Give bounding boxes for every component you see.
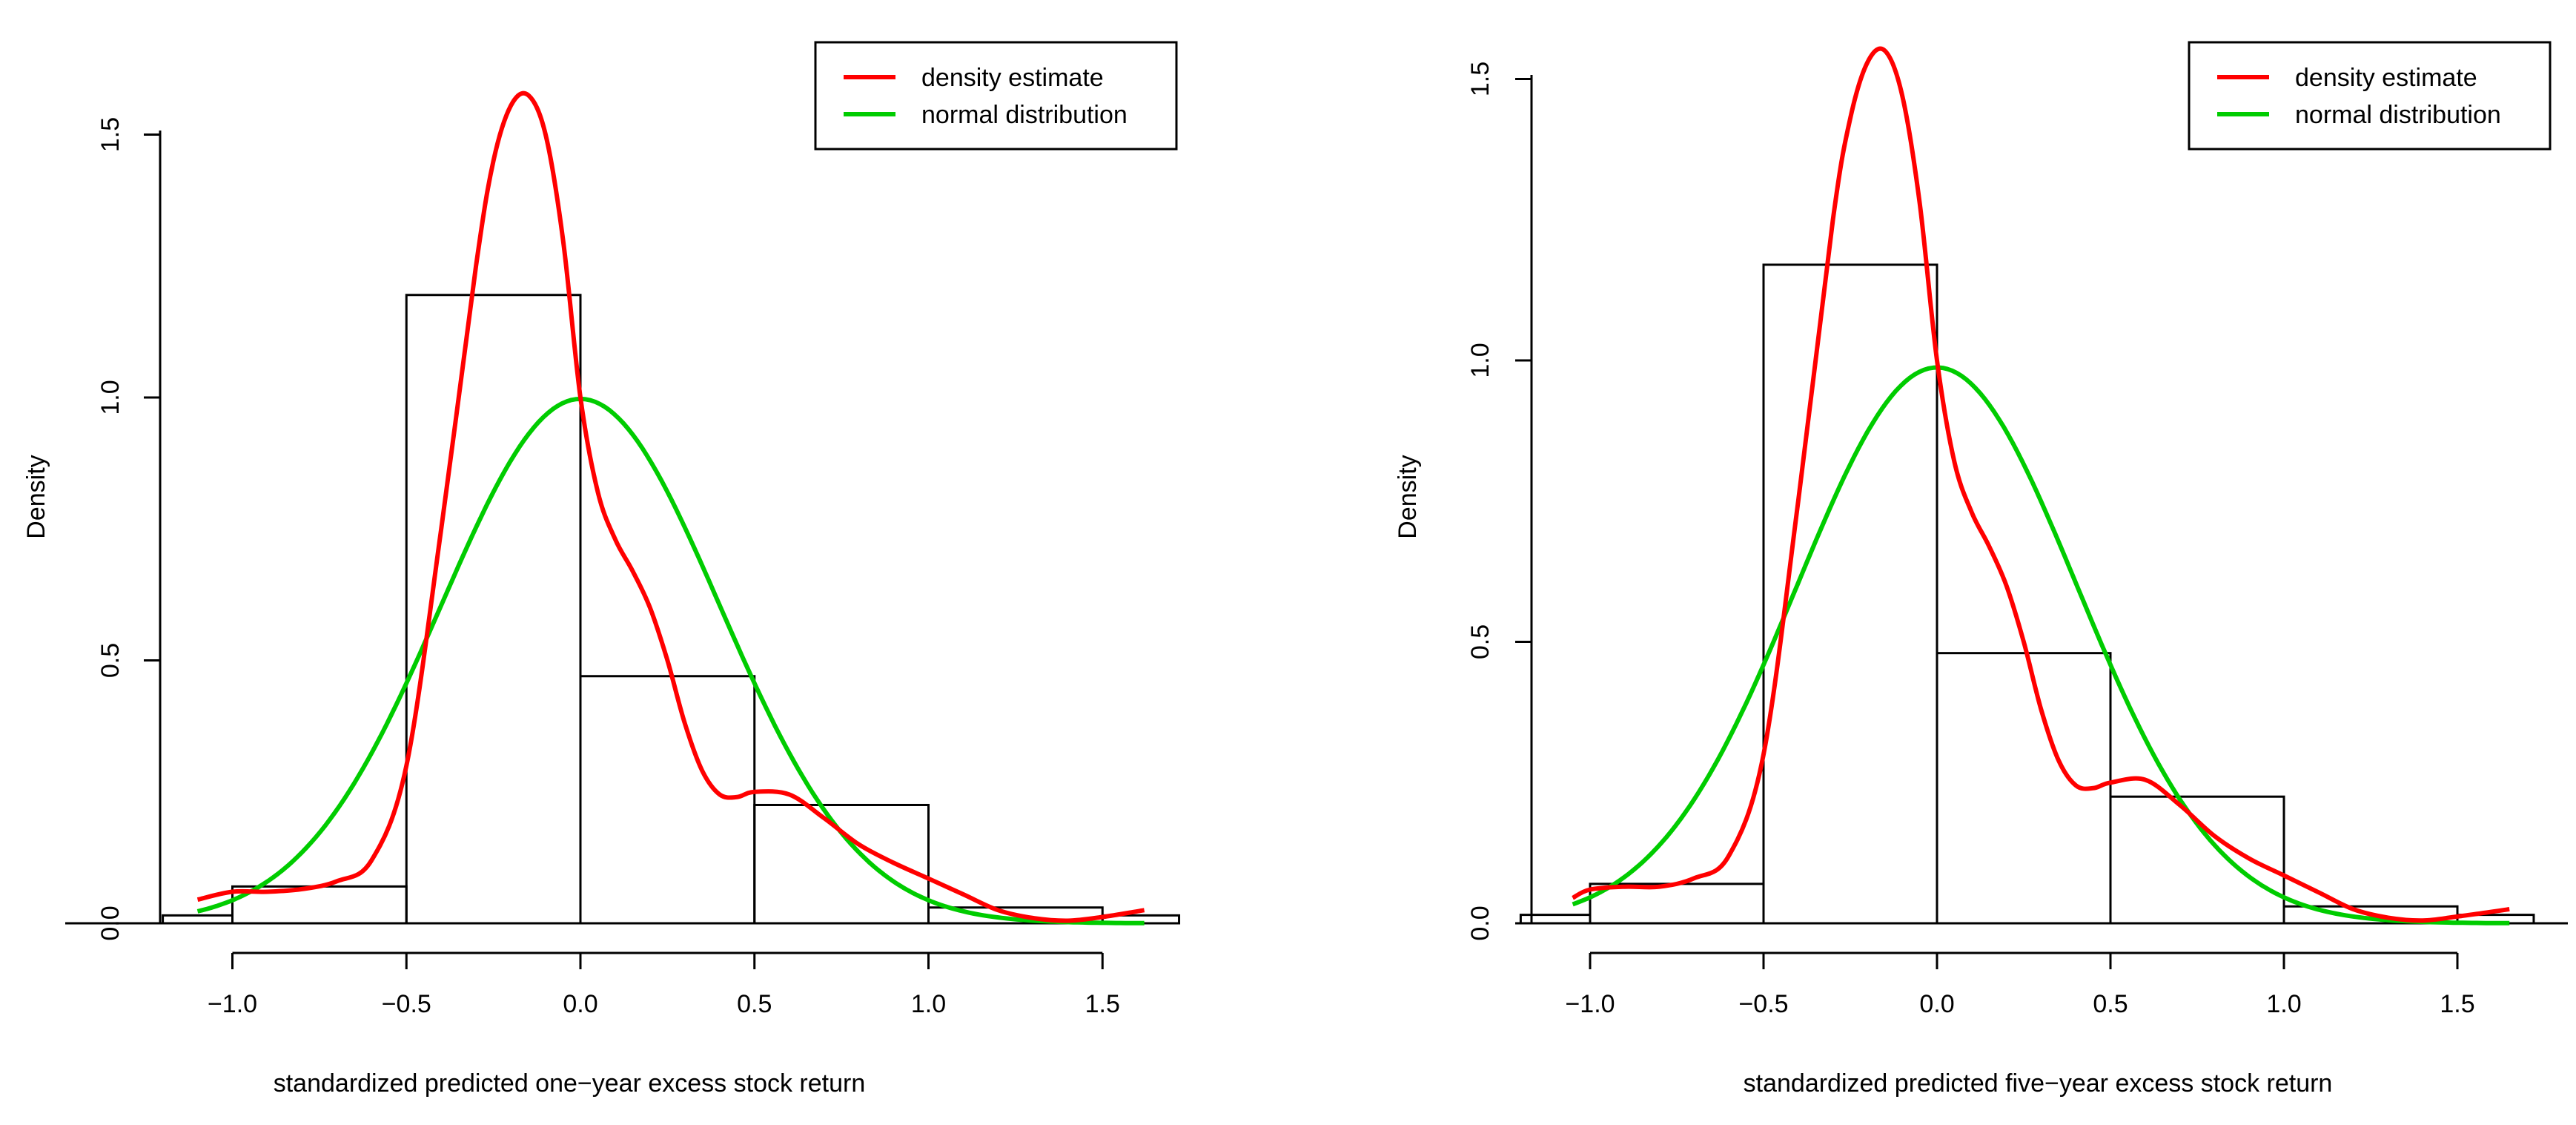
left-legend-label: density estimate <box>921 64 1104 92</box>
right-legend-label: normal distribution <box>2295 101 2501 129</box>
right-legend-box <box>2188 41 2552 151</box>
right-y-tick-label: 1.5 <box>1466 62 1494 96</box>
left-y-tick-label: 0.0 <box>96 905 125 940</box>
left-density-estimate-line <box>196 90 1145 923</box>
left-y-axis-label: Density <box>22 455 50 538</box>
left-x-tick-label: −1.0 <box>208 990 257 1018</box>
right-x-tick-label: −0.5 <box>1738 990 1788 1018</box>
right-y-tick-label: 1.0 <box>1466 343 1494 377</box>
left-x-tick-label: 1.0 <box>911 990 946 1018</box>
right-y-axis-label: Density <box>1394 455 1422 538</box>
left-x-tick-label: 0.5 <box>737 990 772 1018</box>
left-histogram-bar <box>753 803 930 925</box>
left-normal-distribution-line <box>196 396 1145 926</box>
left-x-tick-label: −0.5 <box>382 990 431 1018</box>
right-x-tick-label: 0.5 <box>2093 990 2128 1018</box>
left-y-tick-label: 0.5 <box>96 643 125 678</box>
right-y-tick-label: 0.0 <box>1466 905 1494 940</box>
left-y-tick-label: 1.0 <box>96 380 125 415</box>
left-histogram-bar <box>162 914 234 925</box>
right-x-tick-label: 0.0 <box>1919 990 1954 1018</box>
right-y-tick-label: 0.5 <box>1466 624 1494 659</box>
left-legend-label: normal distribution <box>921 101 1128 129</box>
left-x-tick-label: 1.5 <box>1085 990 1120 1018</box>
right-x-tick-label: 1.5 <box>2440 990 2474 1018</box>
left-x-axis-label: standardized predicted one−year excess s… <box>274 1069 866 1098</box>
left-histogram-panel: −1.0 −0.5 0.0 0.5 1.0 1.5 0.0 0.5 1.0 1.5 standard… <box>22 41 1181 1098</box>
right-x-tick-label: −1.0 <box>1565 990 1615 1018</box>
right-legend-label: density estimate <box>2295 64 2477 92</box>
left-x-tick-label: 0.0 <box>563 990 597 1018</box>
left-y-tick-label: 1.5 <box>96 117 125 152</box>
right-density-estimate-line <box>1572 46 2510 923</box>
right-histogram-bar <box>1589 882 1765 925</box>
right-histogram-bar <box>1762 263 1938 925</box>
right-x-tick-label: 1.0 <box>2266 990 2301 1018</box>
left-legend-box <box>814 41 1178 151</box>
right-histogram-bar <box>2109 795 2285 925</box>
right-normal-distribution-line <box>1572 365 2510 926</box>
right-x-axis-label: standardized predicted five−year excess … <box>1744 1069 2333 1098</box>
right-histogram-panel: −1.0 −0.5 0.0 0.5 1.0 1.5 0.0 0.5 1.0 1.5 standard… <box>1394 41 2568 1098</box>
